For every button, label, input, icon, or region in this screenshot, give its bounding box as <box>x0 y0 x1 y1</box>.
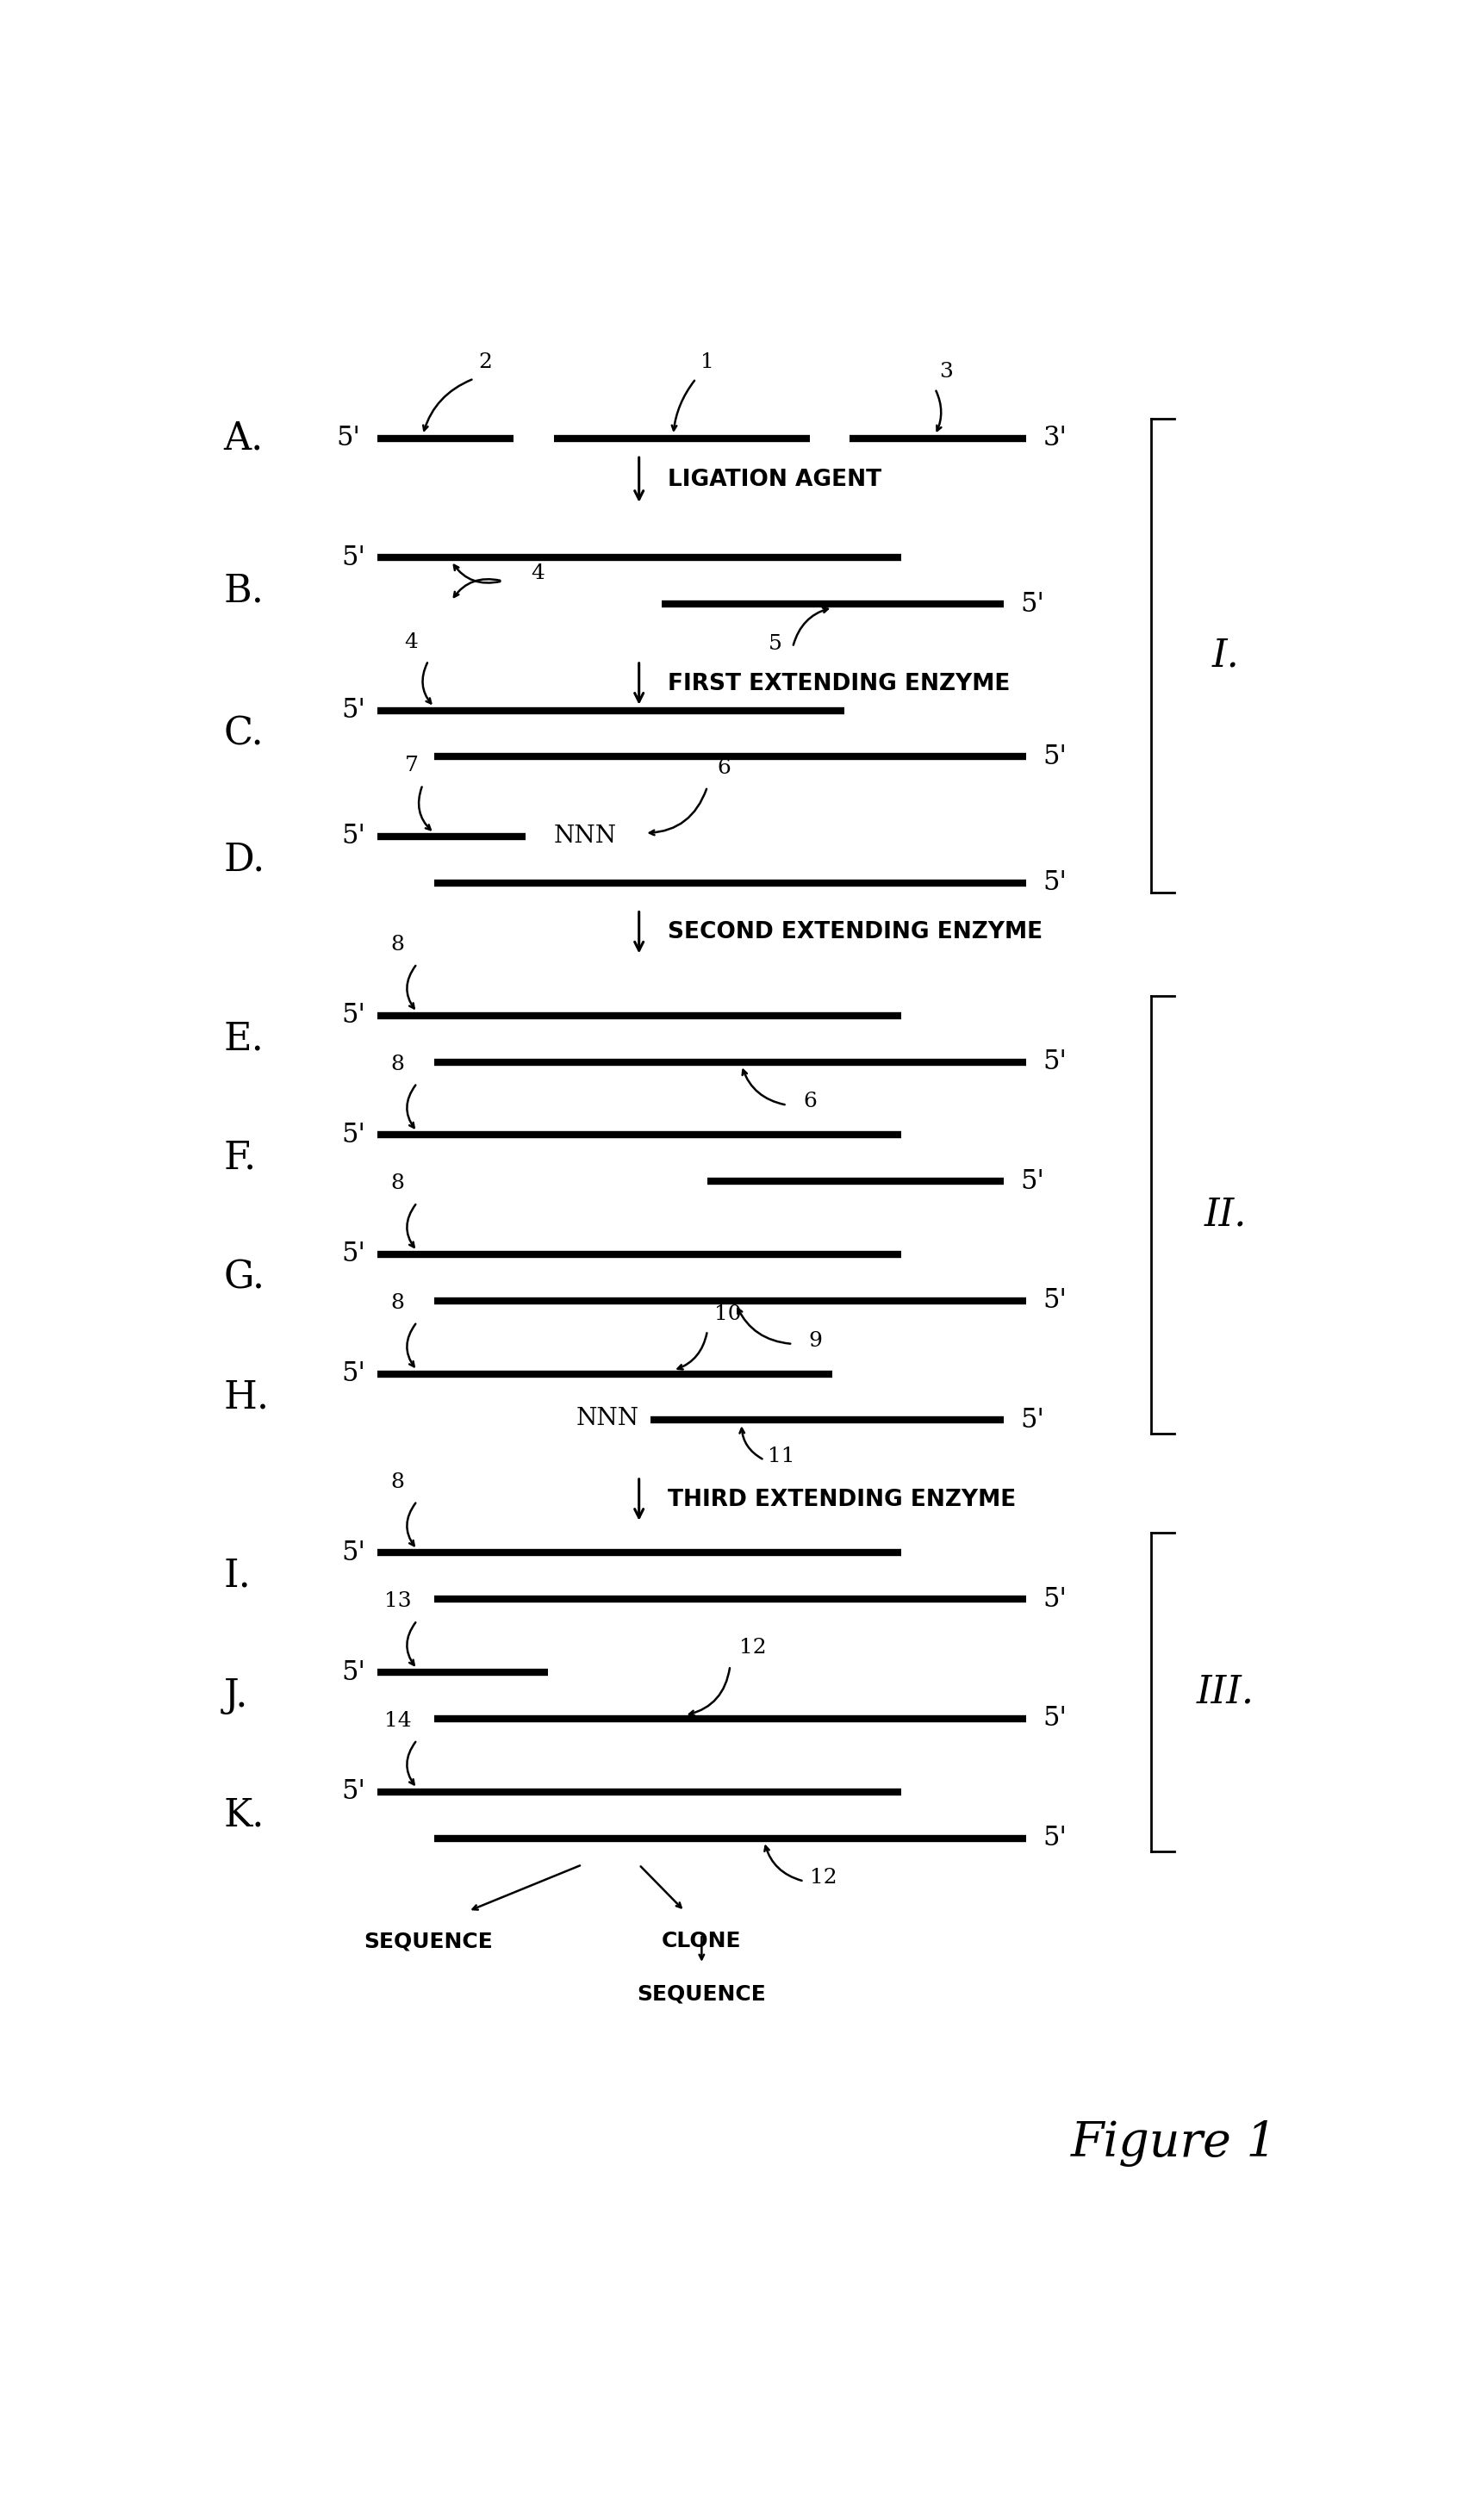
Text: G.: G. <box>223 1260 264 1295</box>
Text: 2: 2 <box>479 353 492 373</box>
Text: D.: D. <box>223 842 264 879</box>
Text: 8: 8 <box>391 935 404 955</box>
Text: 5': 5' <box>1021 1169 1044 1194</box>
Text: 5': 5' <box>1043 1706 1066 1731</box>
Text: A.: A. <box>223 421 263 456</box>
Text: 14: 14 <box>383 1711 411 1731</box>
Text: 3': 3' <box>1043 426 1066 451</box>
Text: LIGATION AGENT: LIGATION AGENT <box>667 469 881 491</box>
Text: 5': 5' <box>336 426 360 451</box>
Text: 5': 5' <box>342 1540 366 1567</box>
Text: 8: 8 <box>391 1293 404 1313</box>
Text: 5': 5' <box>1043 743 1066 771</box>
Text: K.: K. <box>223 1797 264 1835</box>
Text: 11: 11 <box>768 1446 795 1467</box>
Text: 5': 5' <box>1043 1048 1066 1076</box>
Text: I.: I. <box>1212 638 1238 675</box>
Text: 5': 5' <box>342 1240 366 1268</box>
Text: 5': 5' <box>342 1003 366 1028</box>
Text: Figure 1: Figure 1 <box>1071 2119 1278 2167</box>
Text: 7: 7 <box>404 756 419 776</box>
Text: NNN: NNN <box>576 1406 639 1431</box>
Text: E.: E. <box>223 1021 264 1058</box>
Text: III.: III. <box>1196 1673 1255 1711</box>
Text: I.: I. <box>223 1557 251 1595</box>
Text: SECOND EXTENDING ENZYME: SECOND EXTENDING ENZYME <box>667 922 1043 945</box>
Text: 5': 5' <box>342 1779 366 1804</box>
Text: THIRD EXTENDING ENZYME: THIRD EXTENDING ENZYME <box>667 1489 1015 1512</box>
Text: 5': 5' <box>342 1658 366 1686</box>
Text: 5: 5 <box>768 635 783 655</box>
Text: SEQUENCE: SEQUENCE <box>638 1983 767 2006</box>
Text: 4: 4 <box>404 633 419 653</box>
Text: 5': 5' <box>342 824 366 849</box>
Text: 9: 9 <box>808 1331 823 1351</box>
Text: 5': 5' <box>1021 590 1044 617</box>
Text: C.: C. <box>223 716 263 751</box>
Text: H.: H. <box>223 1378 269 1416</box>
Text: 12: 12 <box>739 1638 767 1658</box>
Text: NNN: NNN <box>554 824 617 849</box>
Text: II.: II. <box>1205 1197 1247 1232</box>
Text: 8: 8 <box>391 1174 404 1194</box>
Text: SEQUENCE: SEQUENCE <box>364 1930 494 1950</box>
Text: FIRST EXTENDING ENZYME: FIRST EXTENDING ENZYME <box>667 673 1009 696</box>
Text: 5': 5' <box>1043 1824 1066 1852</box>
Text: 5': 5' <box>1021 1406 1044 1434</box>
Text: CLONE: CLONE <box>661 1930 742 1950</box>
Text: 6: 6 <box>717 759 732 779</box>
Text: 1: 1 <box>701 353 714 373</box>
Text: 12: 12 <box>809 1867 837 1887</box>
Text: 4: 4 <box>530 562 545 582</box>
Text: 5': 5' <box>1043 1585 1066 1613</box>
Text: 5': 5' <box>342 1121 366 1149</box>
Text: 13: 13 <box>383 1593 411 1610</box>
Text: 5': 5' <box>342 698 366 723</box>
Text: 10: 10 <box>714 1305 742 1323</box>
Text: 3: 3 <box>940 363 953 383</box>
Text: 6: 6 <box>804 1091 817 1111</box>
Text: 5': 5' <box>342 1361 366 1386</box>
Text: 8: 8 <box>391 1472 404 1492</box>
Text: J.: J. <box>223 1676 248 1714</box>
Text: 8: 8 <box>391 1053 404 1074</box>
Text: B.: B. <box>223 572 264 610</box>
Text: F.: F. <box>223 1139 256 1177</box>
Text: 5': 5' <box>342 544 366 572</box>
Text: 5': 5' <box>1043 1288 1066 1313</box>
Text: 5': 5' <box>1043 869 1066 897</box>
